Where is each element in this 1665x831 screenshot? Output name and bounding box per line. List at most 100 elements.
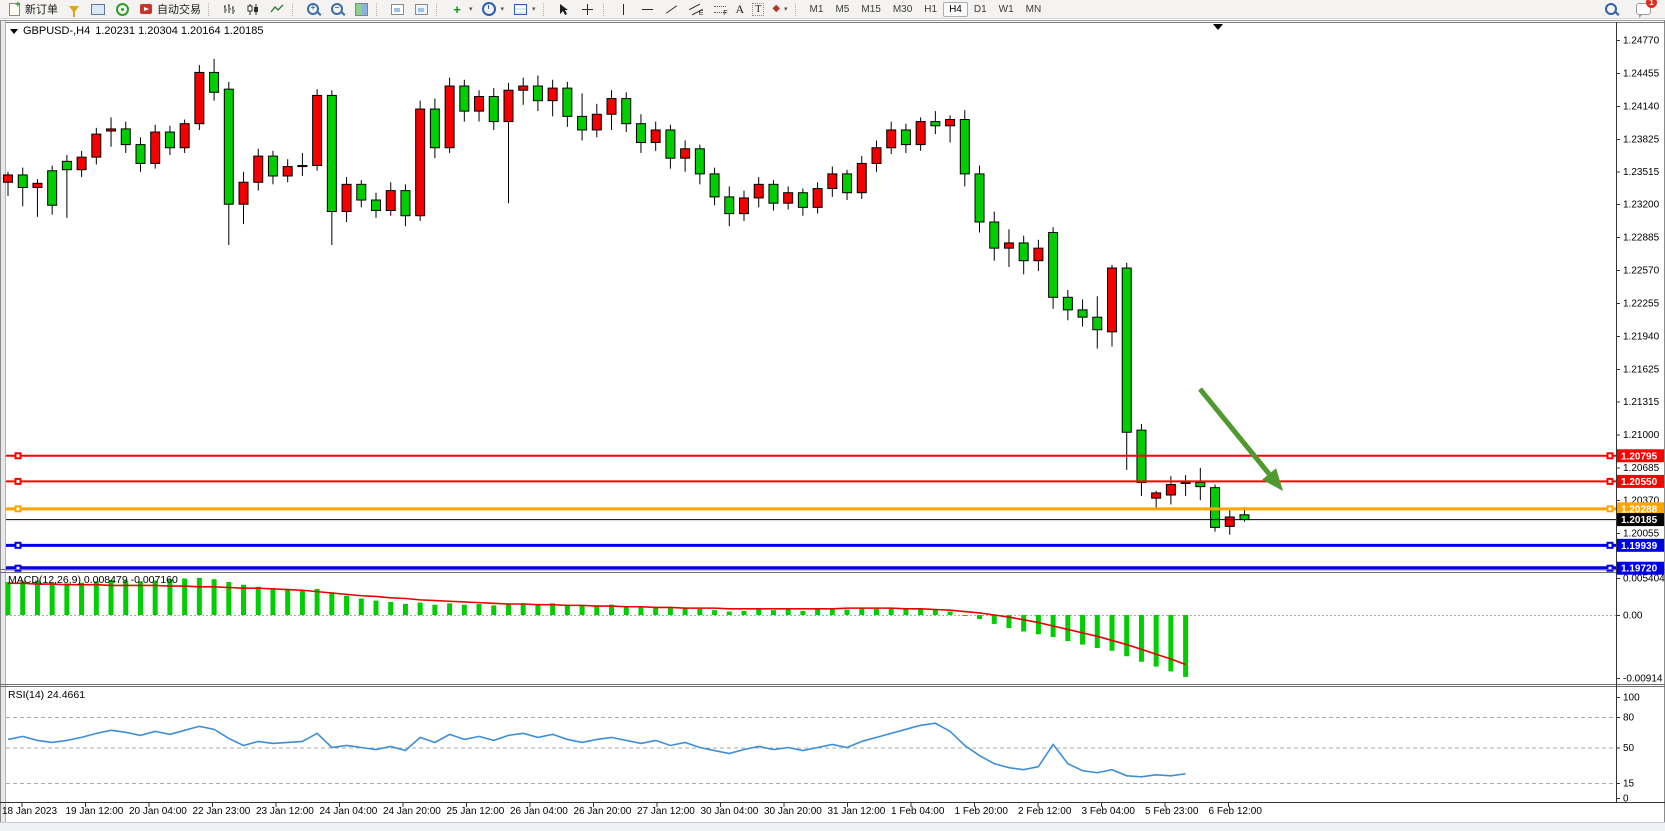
timeframe-h1[interactable]: H1 [918, 2, 943, 17]
chart-collapse-icon[interactable] [10, 28, 18, 34]
price-tick-label: 1.23200 [1623, 200, 1660, 211]
candle-down [135, 144, 146, 164]
candle-down [989, 221, 1000, 249]
candle-down [1077, 309, 1088, 318]
toolbar-separator [602, 2, 608, 16]
timeframe-m30[interactable]: M30 [887, 2, 918, 17]
time-tick-label: 19 Jan 12:00 [66, 806, 124, 817]
candle-down [1092, 316, 1103, 331]
channel-tool[interactable]: E [684, 1, 708, 18]
notifications-button[interactable]: 1 [1631, 0, 1657, 18]
macd-histogram-bar [859, 608, 865, 615]
candle-chart-button[interactable] [241, 1, 265, 18]
channel-icon: E [688, 2, 704, 17]
macd-histogram-bar [402, 603, 408, 615]
timeframe-h4[interactable]: H4 [943, 1, 968, 17]
macd-histogram-bar [520, 603, 526, 615]
chart-shift-marker[interactable] [1213, 24, 1223, 30]
funnel-icon [66, 2, 82, 17]
time-tick-label: 26 Jan 04:00 [510, 806, 568, 817]
macd-histogram-bar [873, 608, 879, 615]
price-tick-label: 1.24455 [1623, 68, 1660, 79]
candle-down [709, 173, 720, 198]
macd-histogram-bar [285, 589, 291, 615]
candle-down [562, 87, 573, 117]
zoom-in-button[interactable]: + [301, 1, 325, 18]
crosshair-button[interactable] [576, 1, 600, 18]
macd-histogram-bar [1168, 615, 1174, 672]
toolbar-separator [542, 2, 548, 16]
trend-arrow[interactable] [1198, 387, 1283, 491]
candle-up [76, 156, 87, 171]
candle-down [577, 115, 588, 131]
macd-histogram-bar [1094, 615, 1100, 649]
macd-histogram-bar [579, 606, 585, 615]
line-chart-button[interactable] [265, 1, 289, 18]
candle-down [488, 95, 499, 123]
macd-histogram-bar [255, 586, 261, 615]
text-label-tool[interactable]: T [748, 1, 768, 18]
funnel-button[interactable] [62, 1, 86, 18]
shift-chart-button[interactable] [409, 1, 433, 18]
price-badge-1.20795 [1617, 449, 1664, 463]
candle-up [150, 131, 161, 164]
macd-histogram-bar [785, 609, 791, 615]
auto-trading-button[interactable]: 自动交易 [134, 1, 205, 18]
shift-chart-icon [413, 2, 429, 17]
candle-up [812, 188, 823, 208]
market-watch-button[interactable] [86, 1, 110, 18]
macd-histogram-bar [137, 581, 143, 615]
trendline-tool[interactable] [660, 1, 684, 18]
candle-up [503, 89, 514, 123]
macd-histogram-bar [1138, 615, 1144, 662]
chart-canvas[interactable]: 1.24770 1.24455 1.24140 1.23825 1.23515 1.232… [0, 20, 1665, 831]
template-button[interactable]: ▾ [508, 1, 540, 18]
timeframe-mn[interactable]: MN [1020, 2, 1048, 17]
arrange-group [385, 0, 433, 19]
price-axis[interactable]: 1.24770 1.24455 1.24140 1.23825 1.23515 1.232… [1616, 22, 1665, 805]
fibonacci-tool[interactable]: F [708, 1, 732, 18]
new-order-button[interactable]: + 新订单 [2, 0, 62, 18]
timeframe-d1[interactable]: D1 [968, 2, 993, 17]
time-tick-label: 5 Feb 23:00 [1145, 806, 1199, 817]
timeframe-m1[interactable]: M1 [804, 2, 830, 17]
clock-icon [481, 2, 497, 17]
macd-histogram-bar [358, 598, 364, 615]
macd-histogram-bar [756, 609, 762, 615]
notification-badge: 1 [1646, 0, 1657, 8]
signals-button[interactable] [110, 1, 134, 18]
timeframe-w1[interactable]: W1 [993, 2, 1020, 17]
price-tick-label: 1.21315 [1623, 397, 1660, 408]
macd-histogram-bar [211, 579, 217, 615]
arrange-charts-button[interactable] [385, 1, 409, 18]
zoom-out-button[interactable]: − [325, 1, 349, 18]
tile-windows-button[interactable] [349, 1, 373, 18]
text-tool[interactable]: A [732, 1, 749, 18]
time-tick-label: 22 Jan 23:00 [193, 806, 251, 817]
cursor-button[interactable] [552, 1, 576, 18]
text-tool-icon: A [735, 2, 745, 16]
candle-up [783, 192, 794, 204]
bar-chart-icon [221, 2, 237, 17]
candle-down [532, 85, 543, 102]
search-button[interactable] [1599, 1, 1623, 18]
shapes-tool[interactable]: ◆ ▾ [768, 1, 791, 18]
macd-histogram-bar [491, 605, 497, 615]
time-tick-label: 1 Feb 20:00 [955, 806, 1009, 817]
horizontal-line-tool[interactable] [636, 1, 660, 18]
macd-tick-label: 0.00 [1623, 611, 1643, 622]
candle-up [606, 98, 617, 115]
period-button[interactable]: ▾ [477, 1, 509, 18]
add-indicator-button[interactable]: + ▾ [445, 1, 477, 18]
price-tick-label: 1.21625 [1623, 364, 1660, 375]
macd-histogram-bar [123, 580, 129, 615]
price-badge-1.19939 [1617, 538, 1664, 552]
timeframe-m15[interactable]: M15 [855, 2, 886, 17]
timeframe-m5[interactable]: M5 [829, 2, 855, 17]
vertical-line-tool[interactable] [612, 1, 636, 18]
time-axis[interactable]: 18 Jan 2023 19 Jan 12:00 20 Jan 04:00 22 Ja… [2, 802, 1262, 817]
candle-down [900, 129, 911, 146]
macd-histogram-bar [79, 582, 85, 615]
bar-chart-button[interactable] [217, 1, 241, 18]
price-tick-label: 1.22570 [1623, 266, 1660, 277]
